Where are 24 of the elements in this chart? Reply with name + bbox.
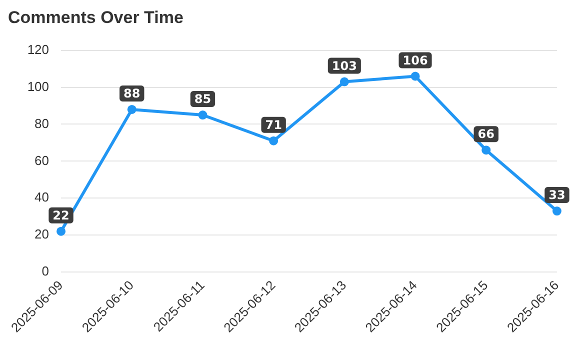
y-tick-label: 80 xyxy=(34,116,50,131)
point xyxy=(410,72,420,81)
point xyxy=(269,136,278,146)
point xyxy=(482,146,491,155)
data-label: 106 xyxy=(402,53,428,68)
y-tick-label: 0 xyxy=(42,264,50,279)
data-label: 22 xyxy=(52,208,70,222)
data-label: 66 xyxy=(478,127,494,142)
y-tick-label: 120 xyxy=(27,42,50,57)
chart-title: Comments Over Time xyxy=(8,8,184,27)
point xyxy=(340,77,349,86)
y-tick-label: 20 xyxy=(34,226,50,242)
point xyxy=(56,226,66,236)
data-label: 71 xyxy=(265,118,282,132)
data-label: 33 xyxy=(548,188,566,202)
point xyxy=(552,206,562,216)
point xyxy=(198,110,208,120)
data-label: 85 xyxy=(194,92,212,106)
data-label: 88 xyxy=(124,86,140,101)
data-label: 103 xyxy=(332,58,357,73)
y-tick-label: 100 xyxy=(27,78,50,94)
point xyxy=(127,104,136,114)
y-tick-label: 60 xyxy=(34,152,50,168)
y-tick-label: 40 xyxy=(34,190,50,205)
